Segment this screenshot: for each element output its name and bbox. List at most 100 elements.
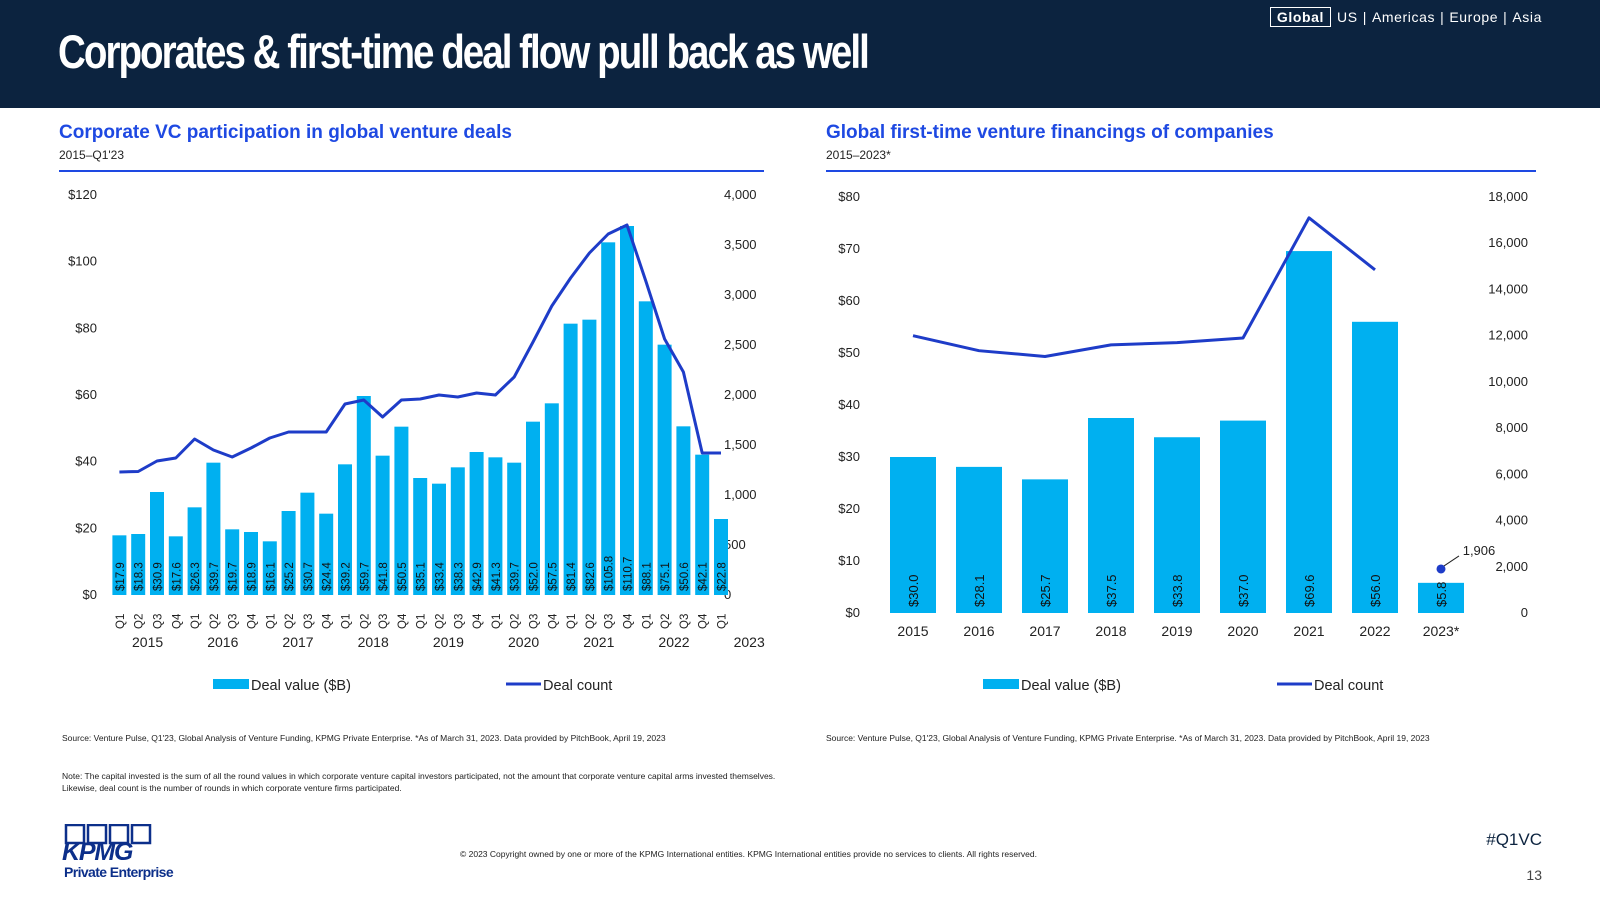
bar-data-label: $82.6 <box>585 562 597 591</box>
x-tick-year: 2018 <box>1095 623 1126 639</box>
bar-data-label: $39.7 <box>510 562 522 591</box>
bar <box>507 462 522 595</box>
bar-data-label: $16.1 <box>265 562 277 591</box>
bar <box>187 507 202 595</box>
hashtag: #Q1VC <box>1486 830 1542 849</box>
left-chart-rule <box>59 170 764 172</box>
bar <box>1418 582 1464 613</box>
legend-bar-swatch <box>983 679 1019 689</box>
x-tick-year: 2017 <box>282 634 313 650</box>
x-tick-year: 2019 <box>433 634 464 650</box>
left-y-tick: $80 <box>75 320 97 335</box>
region-nav: Global US | Americas | Europe | Asia <box>1269 7 1542 27</box>
x-tick-quarter: Q3 <box>604 614 616 629</box>
x-tick-quarter: Q3 <box>153 614 165 629</box>
copyright: © 2023 Copyright owned by one or more of… <box>460 849 1037 859</box>
left-chart-source: Source: Venture Pulse, Q1'23, Global Ana… <box>62 733 666 743</box>
region-tab-global[interactable]: Global <box>1269 7 1332 27</box>
left-y-tick: $0 <box>83 587 97 602</box>
x-tick-quarter: Q4 <box>171 613 183 629</box>
x-tick-quarter: Q2 <box>209 614 221 629</box>
bar-data-label: $39.2 <box>341 562 353 591</box>
x-tick-year: 2018 <box>358 634 389 650</box>
bar <box>714 519 728 595</box>
left-y-tick: $10 <box>838 553 860 568</box>
x-tick-quarter: Q1 <box>341 614 353 629</box>
bar <box>601 242 616 596</box>
right-y-tick: 14,000 <box>1488 281 1528 296</box>
x-tick-quarter: Q1 <box>265 614 277 629</box>
left-chart: $0$20$40$60$80$100$12005001,0001,5002,00… <box>68 187 765 694</box>
bar <box>526 421 540 595</box>
bar <box>544 403 559 595</box>
bar-data-label: $33.4 <box>435 562 447 591</box>
bar <box>582 319 597 595</box>
bar <box>206 462 221 595</box>
legend-line-label: Deal count <box>543 678 612 694</box>
bar <box>638 301 653 595</box>
x-tick-year: 2016 <box>963 623 994 639</box>
bar-data-label: $57.5 <box>547 562 559 591</box>
x-tick-year: 2023 <box>734 634 765 650</box>
bar <box>563 323 578 595</box>
bar-data-label: $37.0 <box>1236 574 1251 607</box>
left-y-tick: $40 <box>75 454 97 469</box>
bar-data-label: $26.3 <box>190 562 202 591</box>
x-tick-year: 2017 <box>1029 623 1060 639</box>
bar <box>620 226 634 595</box>
right-y-tick: 6,000 <box>1495 466 1528 481</box>
left-y-tick: $0 <box>846 605 860 620</box>
bar-data-label: $88.1 <box>641 562 653 591</box>
x-tick-quarter: Q4 <box>247 613 259 629</box>
left-y-tick: $50 <box>838 345 860 360</box>
legend-bar-swatch <box>213 679 249 689</box>
x-tick-year: 2015 <box>897 623 928 639</box>
right-y-tick: 0 <box>1521 605 1528 620</box>
bar-data-label: $30.7 <box>303 562 315 591</box>
x-tick-year: 2023* <box>1423 623 1460 639</box>
bar-data-label: $56.0 <box>1368 574 1383 607</box>
bar-data-label: $18.9 <box>247 562 259 591</box>
bar <box>319 513 334 595</box>
x-tick-quarter: Q2 <box>585 614 597 629</box>
bar <box>262 541 277 595</box>
left-y-tick: $20 <box>838 501 860 516</box>
bar-data-label: $75.1 <box>660 562 672 591</box>
right-chart-title: Global first-time venture financings of … <box>826 122 1274 143</box>
logo-subtitle: Private Enterprise <box>64 864 174 880</box>
bar-data-label: $18.3 <box>134 562 146 591</box>
x-tick-year: 2021 <box>1293 623 1324 639</box>
right-y-tick: 8,000 <box>1495 420 1528 435</box>
x-tick-year: 2020 <box>1227 623 1258 639</box>
bar <box>450 467 465 595</box>
deal-count-point-label: 1,906 <box>1463 543 1496 558</box>
bar-data-label: $35.1 <box>416 562 428 591</box>
region-tab-asia[interactable]: Asia <box>1512 9 1542 25</box>
x-tick-quarter: Q2 <box>134 614 146 629</box>
deal-count-line <box>912 216 1376 358</box>
right-y-tick: 500 <box>724 537 746 552</box>
x-tick-quarter: Q1 <box>717 614 729 629</box>
x-tick-quarter: Q3 <box>303 614 315 629</box>
bar-data-label: $52.0 <box>529 562 541 591</box>
x-tick-quarter: Q1 <box>115 614 127 629</box>
region-tab-americas[interactable]: Americas <box>1371 9 1436 25</box>
right-y-tick: 1,000 <box>724 487 757 502</box>
bar-data-label: $50.5 <box>397 562 409 591</box>
bar <box>676 426 691 595</box>
bar-data-label: $37.5 <box>1104 574 1119 607</box>
left-y-tick: $100 <box>68 254 97 269</box>
right-chart-rule <box>826 170 1536 172</box>
bar-data-label: $39.7 <box>209 562 221 591</box>
x-tick-quarter: Q4 <box>397 613 409 629</box>
bar-data-label: $105.8 <box>604 556 616 591</box>
bar <box>281 511 296 595</box>
right-y-tick: 2,500 <box>724 337 757 352</box>
bar-data-label: $110.7 <box>623 557 635 591</box>
region-tab-europe[interactable]: Europe <box>1449 9 1499 25</box>
bar <box>890 457 936 613</box>
x-tick-year: 2021 <box>583 634 614 650</box>
x-tick-quarter: Q1 <box>641 614 653 629</box>
region-tab-us[interactable]: US <box>1337 9 1358 25</box>
region-separator: | <box>1503 9 1508 25</box>
